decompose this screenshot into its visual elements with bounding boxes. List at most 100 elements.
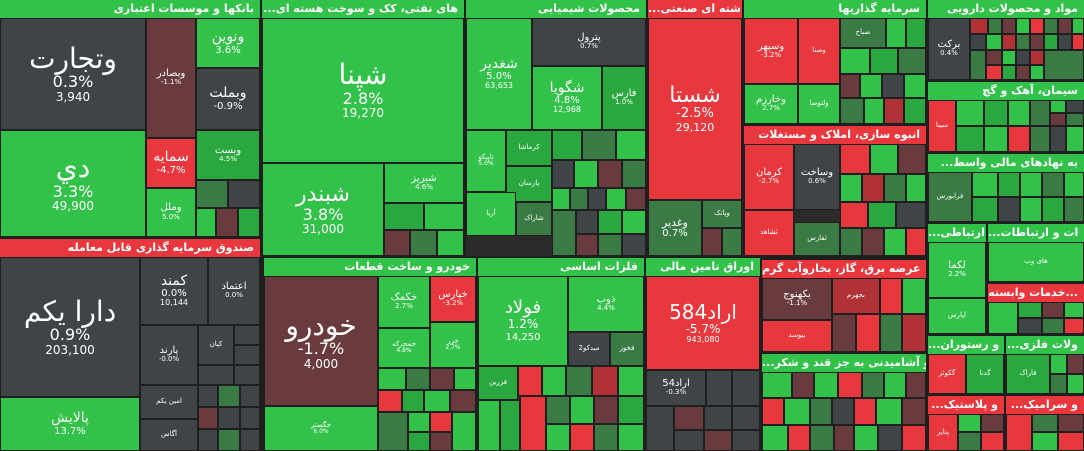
stock-tile[interactable]: خکمک 2.7% xyxy=(378,276,430,328)
stock-tile[interactable]: شگویا 4.8% 12,968 xyxy=(532,66,602,130)
stock-tile[interactable]: بجهرم xyxy=(832,278,880,314)
sector-telecom[interactable]: ...ات و ارتباطات های وب xyxy=(988,224,1084,282)
stock-tile[interactable]: امین یکم xyxy=(140,385,198,419)
stock-name: وخارزم xyxy=(756,93,786,105)
stock-tile[interactable]: گکوثر xyxy=(928,354,966,394)
stock-tile[interactable]: ثفارس xyxy=(794,222,840,256)
stock-tile[interactable]: شبندر 3.8% 31,000 xyxy=(262,163,384,256)
stock-tile[interactable]: پالایش 13.7% xyxy=(0,397,140,451)
sector-related-services[interactable]: خدمات وابسته... xyxy=(988,284,1084,334)
stock-tile[interactable]: برکت 0.4% xyxy=(928,18,970,80)
stock-tile[interactable]: کمند 0.0% 10,144 xyxy=(140,257,208,325)
stock-tile[interactable]: های وب xyxy=(988,242,1084,282)
stock-tile[interactable]: خزر 2.7% xyxy=(430,322,476,368)
sector-hotels-restaurants[interactable]: ...ل و رستوران گکوثر گدنا xyxy=(928,336,1004,394)
stock-tile[interactable]: سینا xyxy=(928,100,956,152)
stock-tile[interactable]: سمایه -4.7% xyxy=(146,138,196,188)
stock-tile[interactable]: وبصادر -1.1% xyxy=(146,18,196,138)
stock-tile[interactable]: خودرو -1.7% 4,000 xyxy=(264,276,378,406)
stock-tile[interactable]: میدکو2 xyxy=(568,332,610,366)
stock-tile[interactable]: شستا -2.5% 29,120 xyxy=(648,18,742,200)
sector-multi-industry[interactable]: ...شته ای صنعتی شستا -2.5% 29,120 وغدیر … xyxy=(648,0,742,256)
sector-investment[interactable]: سرمایه گذاریها وسپهر -3.2% وصنا وخارزم 2… xyxy=(744,0,926,124)
stock-tile[interactable]: فولاد 1.2% 14,250 xyxy=(478,276,568,366)
stock-tile[interactable]: فزرین xyxy=(478,366,518,400)
sector-title: سیمان، آهک و گچ xyxy=(928,82,1084,100)
stock-tile[interactable]: کیان xyxy=(198,325,234,365)
stock-change: -4.7% xyxy=(156,164,186,176)
sector-cement[interactable]: سیمان، آهک و گچ سینا xyxy=(928,82,1084,152)
stock-tile[interactable]: وغدیر 0.7% xyxy=(648,200,702,256)
stock-tile[interactable]: خگستر 6.0% xyxy=(264,406,378,451)
stock-tile[interactable]: وتجارت 0.3% 3,940 xyxy=(0,18,146,130)
stock-tile[interactable]: فارس 1.0% xyxy=(602,66,646,130)
stock-tile[interactable]: کرمان -2.7% xyxy=(744,144,794,210)
stock-tile[interactable]: وملل 5.0% xyxy=(146,188,196,237)
sector-financing-bonds[interactable]: اوراق تامین مالی اراد584 -5.7% 943,080 ا… xyxy=(646,258,760,451)
stock-tile[interactable]: شبریز 4.6% xyxy=(384,163,464,203)
sector-financial-intermediaries[interactable]: ...به نهادهای مالی واسط فرابورس xyxy=(928,154,1084,222)
stock-tile[interactable]: لکما 2.2% xyxy=(928,242,986,298)
stock-tile[interactable]: صباح xyxy=(840,18,886,48)
sector-pharma[interactable]: مواد و محصولات دارویی برکت 0.4% xyxy=(928,0,1084,80)
stock-tile[interactable]: ثشاهد xyxy=(744,210,794,256)
stock-tile[interactable]: آگاس xyxy=(140,419,198,451)
sector-etf[interactable]: صندوق سرمایه گذاری قابل معامله دارا یکم … xyxy=(0,239,260,451)
stock-tile[interactable]: وبست 4.5% xyxy=(196,130,260,180)
sector-chemicals[interactable]: محصولات شیمیایی شغدیر 5.0% 63,653 پترول … xyxy=(466,0,646,256)
sector-real-estate[interactable]: انبوه سازی، املاک و مستغلات کرمان -2.7% … xyxy=(744,126,926,256)
stock-tile[interactable]: شاراک xyxy=(516,202,552,236)
stock-tile[interactable]: وبملت -0.9% xyxy=(196,68,260,130)
sector-rubber-plastic[interactable]: ...و پلاستیک پتایر xyxy=(928,396,1004,451)
stock-price: 943,080 xyxy=(686,334,720,344)
stock-tile[interactable]: وسپهر -3.2% xyxy=(744,18,798,84)
stock-tile[interactable]: ذوب 4.4% xyxy=(568,276,644,332)
sector-fabricated-metals[interactable]: ...ولات فلزی فاراک xyxy=(1006,336,1084,394)
sector-title: بانکها و موسسات اعتباری xyxy=(0,0,260,18)
sector-food-beverage[interactable]: ...و آشامیدنی به جز قند و شکر xyxy=(762,354,926,451)
stock-tile[interactable]: فرابورس xyxy=(928,172,972,222)
stock-tile[interactable]: فخوز xyxy=(610,332,644,366)
stock-tile[interactable]: بکهنوج -1.1% xyxy=(762,278,832,320)
stock-tile[interactable]: فاراک xyxy=(1006,354,1050,394)
stock-name: وسپهر xyxy=(757,40,785,52)
stock-tile[interactable]: پتایر xyxy=(928,414,958,451)
stock-tile[interactable]: شغدیر 5.0% 63,653 xyxy=(466,18,532,130)
stock-name: فولاد xyxy=(504,297,542,319)
stock-tile[interactable]: ونوین 3.6% xyxy=(196,18,260,68)
stock-tile[interactable]: ولتوصا xyxy=(798,84,840,124)
stock-tile[interactable]: دي 3.3% 49,900 xyxy=(0,130,146,237)
sector-telecom-equipment[interactable]: ...ت و ارتباطی لکما 2.2% اپارس xyxy=(928,224,986,334)
stock-tile[interactable]: وساخت 0.6% xyxy=(794,144,840,210)
stock-change: 4.5% xyxy=(219,155,237,164)
stock-tile[interactable]: گدنا xyxy=(966,354,1004,394)
stock-tile[interactable]: وصنا xyxy=(798,18,840,84)
stock-tile[interactable]: وپانک xyxy=(702,200,742,228)
stock-tile[interactable]: وخارزم 2.7% xyxy=(744,84,798,124)
stock-tile[interactable]: تاپیکو 5.0% xyxy=(466,130,506,192)
stock-tile[interactable]: پترول 0.7% xyxy=(532,18,646,66)
stock-name: بجهرم xyxy=(847,291,865,300)
stock-name: آگاس xyxy=(161,430,177,439)
stock-tile[interactable]: بیوسد xyxy=(762,320,832,352)
stock-tile[interactable]: خمحرکه 4.8% xyxy=(378,328,430,368)
sector-utilities[interactable]: عرضه برق، گاز، بخاروآب گرم بکهنوج -1.1% … xyxy=(762,260,926,352)
stock-tile[interactable]: شپنا 2.8% 19,270 xyxy=(262,18,464,163)
sector-automotive[interactable]: خودرو و ساخت قطعات خودرو -1.7% 4,000 خکم… xyxy=(264,258,476,451)
stock-change: 0.9% xyxy=(49,325,91,345)
sector-ceramics[interactable]: ...و سرامیک xyxy=(1006,396,1084,451)
stock-tile[interactable]: دارا یکم 0.9% 203,100 xyxy=(0,257,140,397)
stock-tile[interactable]: پارند -0.0% xyxy=(140,325,198,385)
stock-price: 19,270 xyxy=(342,106,384,121)
stock-tile[interactable]: اراد584 -5.7% 943,080 xyxy=(646,276,760,370)
stock-tile[interactable]: اعتماد 0.0% xyxy=(208,257,260,325)
stock-price: 3,940 xyxy=(55,89,91,104)
stock-tile[interactable]: اپارس xyxy=(928,298,986,334)
stock-tile[interactable]: کرماشا xyxy=(506,130,552,166)
stock-tile[interactable]: خپارس -3.2% xyxy=(430,276,476,322)
sector-oil-products[interactable]: ...های نفتی، کک و سوخت هسته ای شپنا 2.8%… xyxy=(262,0,464,256)
sector-basic-metals[interactable]: فلزات اساسی فولاد 1.2% 14,250 ذوب 4.4% ف… xyxy=(478,258,644,451)
sector-banks[interactable]: بانکها و موسسات اعتباری وتجارت 0.3% 3,94… xyxy=(0,0,260,237)
stock-tile[interactable]: اراد54 -0.3% xyxy=(646,370,706,406)
stock-tile[interactable]: آریا xyxy=(466,192,516,236)
